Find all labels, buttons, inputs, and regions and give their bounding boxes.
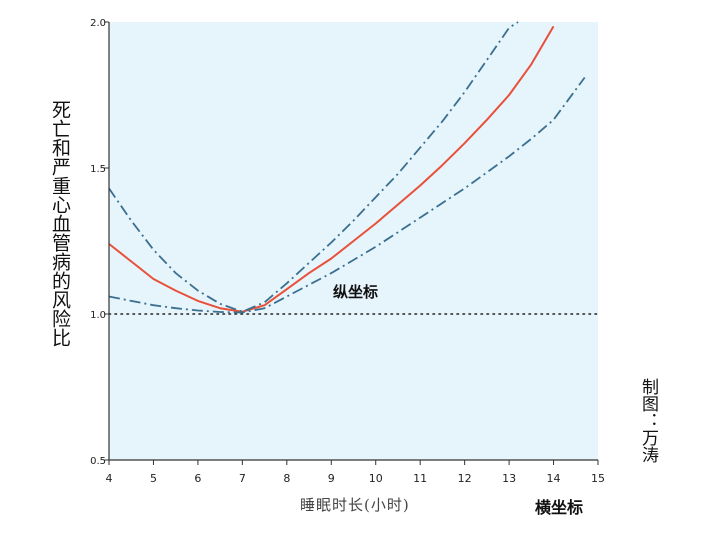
series-line-3 <box>108 76 586 314</box>
credit-text: 制图：万涛 <box>638 378 658 463</box>
x-tick-label: 4 <box>106 472 113 485</box>
x-axis-label: 睡眠时长(小时) <box>300 496 410 514</box>
x-tick-label: 8 <box>283 472 290 485</box>
x-tick-label: 15 <box>591 472 605 485</box>
y-tick-label: 2.0 <box>90 18 106 29</box>
x-tick-label: 13 <box>502 472 516 485</box>
x-tick-label: 6 <box>194 472 201 485</box>
x-tick-label: 12 <box>458 472 472 485</box>
y-tick-label: 1.0 <box>90 310 106 321</box>
x-tick-label: 10 <box>369 472 383 485</box>
x-tick-label: 7 <box>239 472 246 485</box>
x-tick-label: 11 <box>413 472 427 485</box>
series-layer <box>108 21 586 314</box>
x-tick-label: 14 <box>547 472 561 485</box>
x-tick-label: 9 <box>328 472 335 485</box>
y-tick-label: 1.5 <box>90 164 106 175</box>
series-line-1 <box>108 25 555 313</box>
y-axis-label: 死亡和严重心血管病的风险比 <box>49 100 71 347</box>
y-axis-caption: 纵坐标 <box>333 283 379 301</box>
series-line-2 <box>108 21 519 313</box>
y-tick-label: 0.5 <box>90 456 106 467</box>
x-axis-caption: 横坐标 <box>535 498 584 517</box>
axes-layer: 4 5 6 7 8 9 10 11 12 13 14 15 0.5 1.0 1.5 2.0 <box>90 18 605 485</box>
x-tick-label: 5 <box>150 472 157 485</box>
